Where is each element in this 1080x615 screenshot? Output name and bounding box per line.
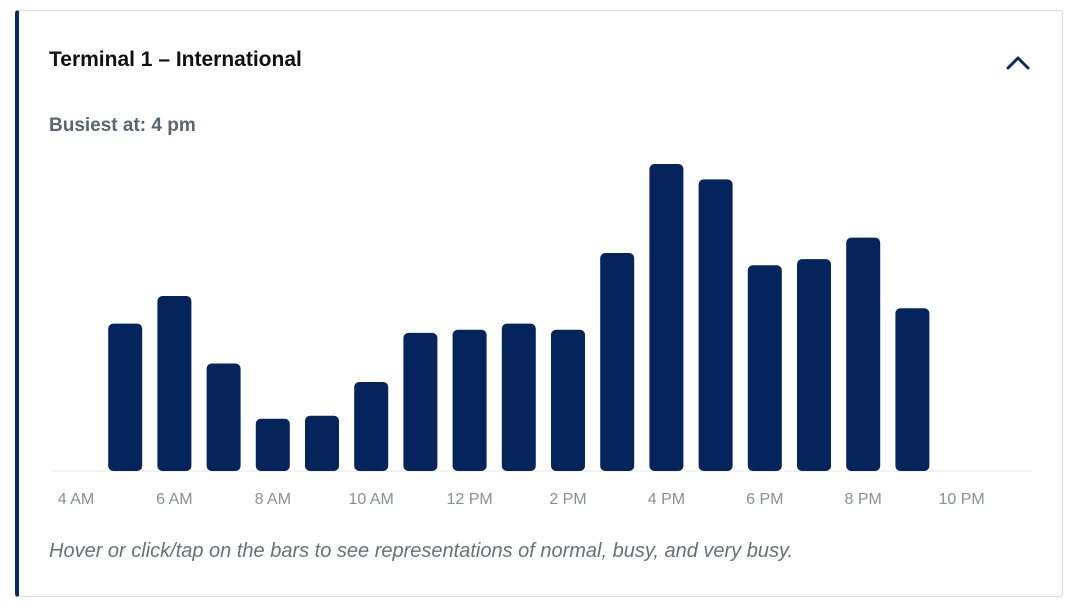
- x-tick-label: 4 PM: [648, 491, 685, 508]
- chevron-up-icon: [1006, 56, 1030, 70]
- bars-group: [108, 164, 930, 471]
- x-tick-label: 6 AM: [156, 491, 192, 508]
- bar-5-pm[interactable]: [698, 179, 733, 471]
- x-tick-label: 4 AM: [58, 491, 94, 508]
- bar-7-am[interactable]: [206, 363, 241, 471]
- busyness-chart: 4 AM 6 AM 8 AM 10 AM 12 PM 2 PM 4 PM 6 PM 8 PM 10…: [52, 164, 1031, 508]
- x-tick-label: 2 PM: [549, 491, 586, 508]
- bar-10-am[interactable]: [354, 381, 389, 471]
- bar-12-pm[interactable]: [452, 329, 487, 471]
- bar-8-am[interactable]: [255, 418, 290, 471]
- chart-hint-text: Hover or click/tap on the bars to see re…: [49, 540, 794, 562]
- bar-9-am[interactable]: [305, 415, 339, 471]
- bar-7-pm[interactable]: [797, 259, 831, 471]
- bar-9-pm[interactable]: [895, 308, 930, 471]
- terminal-card: Terminal 1 – International Busiest at: 4…: [15, 10, 1063, 597]
- bar-8-pm[interactable]: [846, 237, 881, 471]
- collapse-toggle-button[interactable]: [1002, 49, 1034, 77]
- x-tick-label: 10 PM: [938, 491, 984, 508]
- x-tick-label: 12 PM: [446, 491, 492, 508]
- terminal-title: Terminal 1 – International: [49, 48, 302, 71]
- x-tick-label: 8 PM: [845, 491, 882, 508]
- x-ticks-group: 4 AM 6 AM 8 AM 10 AM 12 PM 2 PM 4 PM 6 PM 8 PM 10…: [58, 491, 985, 508]
- bar-3-pm[interactable]: [600, 253, 635, 471]
- bar-5-am[interactable]: [108, 323, 143, 471]
- bar-11-am[interactable]: [403, 332, 438, 471]
- bar-6-pm[interactable]: [747, 265, 782, 471]
- x-tick-label: 10 AM: [349, 491, 394, 508]
- bar-4-pm[interactable]: [649, 164, 684, 471]
- busiest-time-label: Busiest at: 4 pm: [49, 115, 196, 136]
- x-tick-label: 8 AM: [255, 491, 291, 508]
- bar-1-pm[interactable]: [501, 323, 536, 471]
- x-tick-label: 6 PM: [746, 491, 783, 508]
- bar-6-am[interactable]: [157, 296, 192, 471]
- bar-2-pm[interactable]: [551, 329, 585, 471]
